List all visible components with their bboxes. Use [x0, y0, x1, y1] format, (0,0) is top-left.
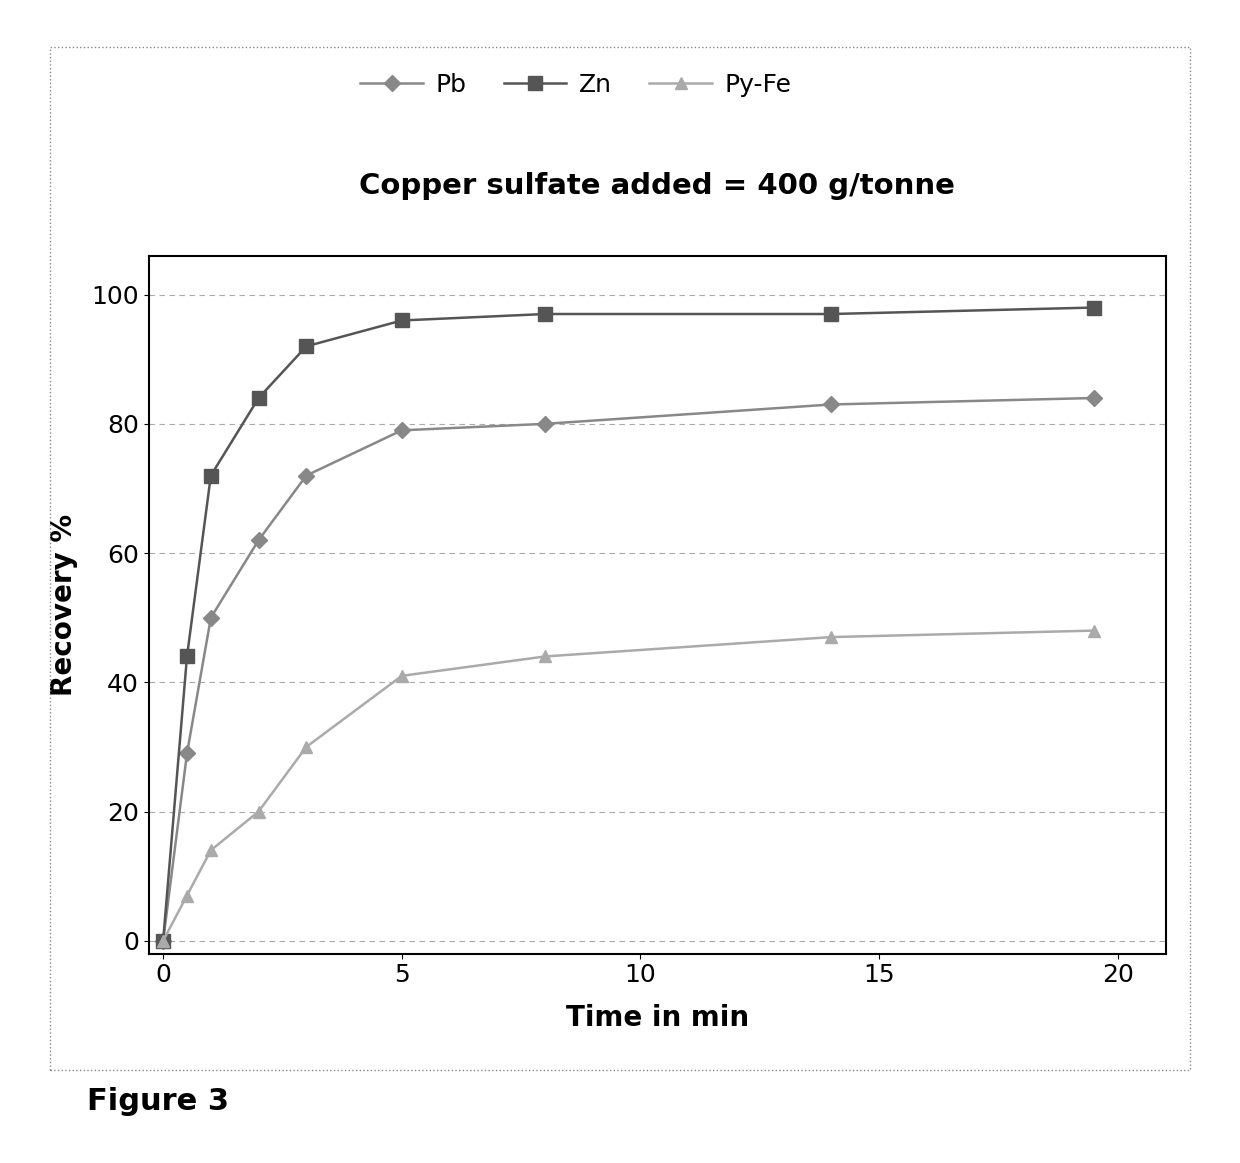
Zn	[825, 307, 839, 321]
Pb	[394, 423, 409, 437]
Py-Fe	[156, 934, 171, 948]
Pb	[825, 398, 839, 412]
Text: Copper sulfate added = 400 g/tonne: Copper sulfate added = 400 g/tonne	[360, 172, 955, 200]
Py-Fe	[299, 740, 314, 754]
Py-Fe	[538, 649, 553, 663]
Zn	[203, 469, 218, 483]
Pb	[538, 416, 553, 430]
Pb	[1086, 391, 1101, 405]
Line: Pb: Pb	[157, 392, 1100, 947]
Line: Py-Fe: Py-Fe	[157, 625, 1100, 947]
Py-Fe	[203, 843, 218, 857]
Pb	[203, 611, 218, 625]
Py-Fe	[394, 669, 409, 683]
Text: Figure 3: Figure 3	[87, 1087, 229, 1116]
Y-axis label: Recovery %: Recovery %	[50, 514, 78, 695]
Pb	[180, 747, 195, 761]
Zn	[538, 307, 553, 321]
Py-Fe	[252, 805, 267, 819]
Legend: Pb, Zn, Py-Fe: Pb, Zn, Py-Fe	[361, 73, 791, 97]
Zn	[180, 649, 195, 663]
Zn	[252, 391, 267, 405]
Pb	[156, 934, 171, 948]
Pb	[299, 469, 314, 483]
Py-Fe	[1086, 623, 1101, 637]
Py-Fe	[180, 889, 195, 902]
Zn	[1086, 300, 1101, 314]
Pb	[252, 533, 267, 547]
X-axis label: Time in min: Time in min	[565, 1004, 749, 1032]
Line: Zn: Zn	[156, 300, 1101, 948]
Zn	[394, 314, 409, 328]
Zn	[299, 340, 314, 354]
Py-Fe	[825, 630, 839, 644]
Zn	[156, 934, 171, 948]
